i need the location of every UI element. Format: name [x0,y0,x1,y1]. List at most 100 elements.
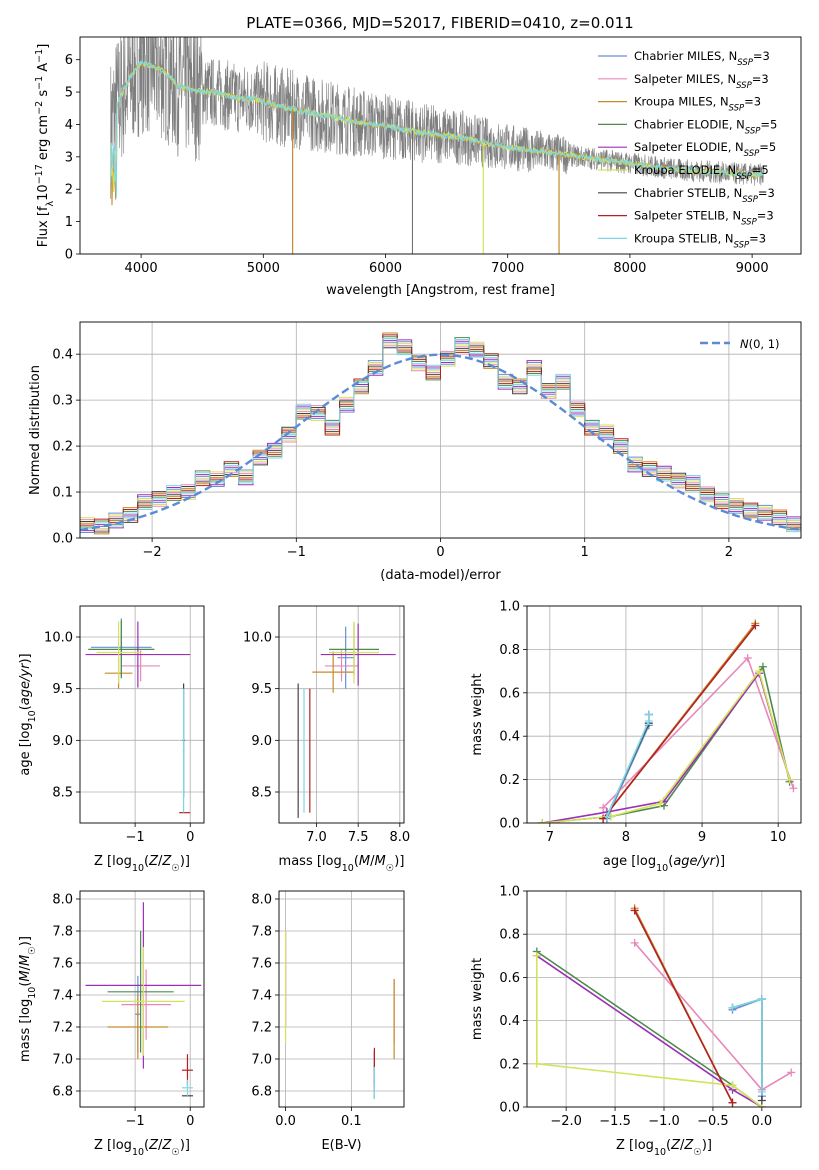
y-tick-label: 0.8 [499,643,520,658]
x-tick-label: −2.0 [550,1114,582,1129]
x-tick-label: 0 [436,545,444,560]
y-tick-label: 7.0 [251,1053,272,1068]
legend-entry: Chabrier ELODIE, NSSP=5 [634,117,777,136]
legend-entry: Chabrier STELIB, NSSP=3 [634,186,775,205]
weight-marker [532,951,541,960]
legend-entry: Kroupa MILES, NSSP=3 [634,95,761,114]
y-tick-label: 0.0 [499,817,520,832]
observed-spectrum-line [110,37,765,199]
legend-entry: Kroupa ELODIE, NSSP=5 [634,163,769,182]
legend: N(0, 1) [700,337,780,351]
x-tick-label: −1.5 [599,1114,631,1129]
y-tick-label: 0.0 [499,1101,520,1116]
weight-marker [630,938,639,947]
weight-marker [538,819,547,823]
y-tick-label: 7.6 [52,957,73,972]
y-tick-label: 6 [65,53,73,68]
x-tick-label: 7 [546,830,554,845]
y-tick-label: 9.0 [52,734,73,749]
y-tick-label: 6.8 [251,1085,272,1100]
x-tick-label: 2 [725,545,733,560]
x-tick-label: 7.0 [306,830,327,845]
histogram-kroupa-stelib [80,338,801,538]
weight-marker [789,784,798,793]
x-tick-label: −1 [126,1114,145,1129]
weight-vs-Z-plot-area [532,904,796,1107]
x-tick-label: 7.5 [348,830,369,845]
y-tick-label: 7.8 [251,925,272,940]
y-axis-label: age [log10(age/yr)] [18,653,38,775]
x-tick-label: 8 [622,830,630,845]
y-tick-label: 0.8 [499,928,520,943]
weight-marker [785,775,794,784]
x-tick-label: 5000 [247,261,280,276]
x-tick-label: 1 [581,545,589,560]
x-tick-label: 4000 [125,261,158,276]
weight-marker [644,710,653,719]
y-tick-label: 8.5 [251,786,272,801]
weight-marker [656,799,665,808]
y-tick-label: 0.2 [499,1057,520,1072]
weight-line-salpeter-elodie [542,671,791,823]
y-tick-label: 2 [65,183,73,198]
legend-entry: Salpeter MILES, NSSP=3 [634,72,769,91]
weight-marker [757,1096,766,1105]
weight-marker [755,667,764,676]
x-tick-label: 7000 [491,261,524,276]
legend: Chabrier MILES, NSSP=3 Salpeter MILES, NS… [598,49,777,250]
weight-line-salpeter-miles [602,656,795,809]
weight-marker [751,621,760,630]
y-tick-label: 0.2 [52,440,73,455]
y-tick-label: 9.0 [251,734,272,749]
x-tick-label: 0 [186,830,194,845]
model-spectrum-kroupa-stelib [110,59,765,198]
x-tick-label: 0 [186,1114,194,1129]
x-axis-label: Z [log10(Z/Z☉)] [616,1138,712,1158]
y-tick-label: 7.0 [52,1053,73,1068]
x-tick-label: 0.0 [275,1114,296,1129]
y-axis-label: mass [log10(M/M☉)] [18,936,38,1062]
y-tick-label: 9.5 [52,682,73,697]
axes-frame [79,321,802,539]
x-axis-label: Z [log10(Z/Z☉)] [94,1138,190,1158]
axes-frame [278,890,405,1108]
y-tick-label: 0.6 [499,971,520,986]
panel-age-vs-Z: −1 0 8.5 9.0 9.5 10.0 Z [log10(Z/Z☉)] age [log1… [18,605,205,874]
panel-age-vs-mass: 7.0 7.5 8.0 8.5 9.0 9.5 10.0 mass [log10(M/M☉)] [243,605,410,874]
y-tick-label: 0.4 [499,730,520,745]
panel-mass-vs-Z: −1 0 6.8 7.0 7.2 7.4 7.6 7.8 8.0 Z [log10(Z/Z☉)] m… [18,890,205,1158]
x-tick-label: 0.0 [752,1114,773,1129]
panel-weight-vs-Z: −2.0 −1.5 −1.0 −0.5 0.0 0.0 0.2 0.4 0.6 0.8 1.0 Z [… [470,885,802,1158]
legend-entry: Chabrier MILES, NSSP=3 [634,49,770,68]
y-tick-label: 0.6 [499,686,520,701]
y-tick-label: 5 [65,86,73,101]
legend-entry: Kroupa STELIB, NSSP=3 [634,231,766,250]
x-tick-label: −1 [126,830,145,845]
y-axis-label: Normed distribution [28,365,43,495]
panel-spectrum: 4000 5000 6000 7000 8000 9000 0 1 2 3 4 5 6 wavelengt… [34,36,802,298]
normal-curve [80,353,801,532]
legend-entry: Salpeter STELIB, NSSP=3 [634,209,774,228]
y-tick-label: 8.0 [251,893,272,908]
x-tick-label: 9000 [736,261,769,276]
weight-line-kroupa-elodie [536,955,763,1107]
mass-vs-Z-plot-area [85,902,202,1097]
x-tick-label: 8.0 [389,830,410,845]
x-axis-label: wavelength [Angstrom, rest frame] [326,283,555,298]
y-tick-label: 4 [65,118,73,133]
weight-marker [757,1087,766,1096]
weight-marker [599,803,608,812]
panels: 4000 5000 6000 7000 8000 90000123456wavelengt… [18,36,802,1158]
axes-frame [79,36,802,255]
weight-marker [630,906,639,915]
panel-weight-vs-age: 7 8 9 10 0.0 0.2 0.4 0.6 0.8 1.0 age [log10(age/yr… [470,600,802,874]
axes-frame [278,605,405,824]
y-tick-label: 7.8 [52,925,73,940]
weight-marker [743,654,752,663]
weight-line-kroupa-stelib [606,714,650,817]
weight-marker [728,1003,737,1012]
age-vs-Z-plot-area [85,618,191,814]
weight-marker [728,1098,737,1107]
weight-marker [728,1081,737,1090]
y-tick-label: 7.2 [52,1021,73,1036]
